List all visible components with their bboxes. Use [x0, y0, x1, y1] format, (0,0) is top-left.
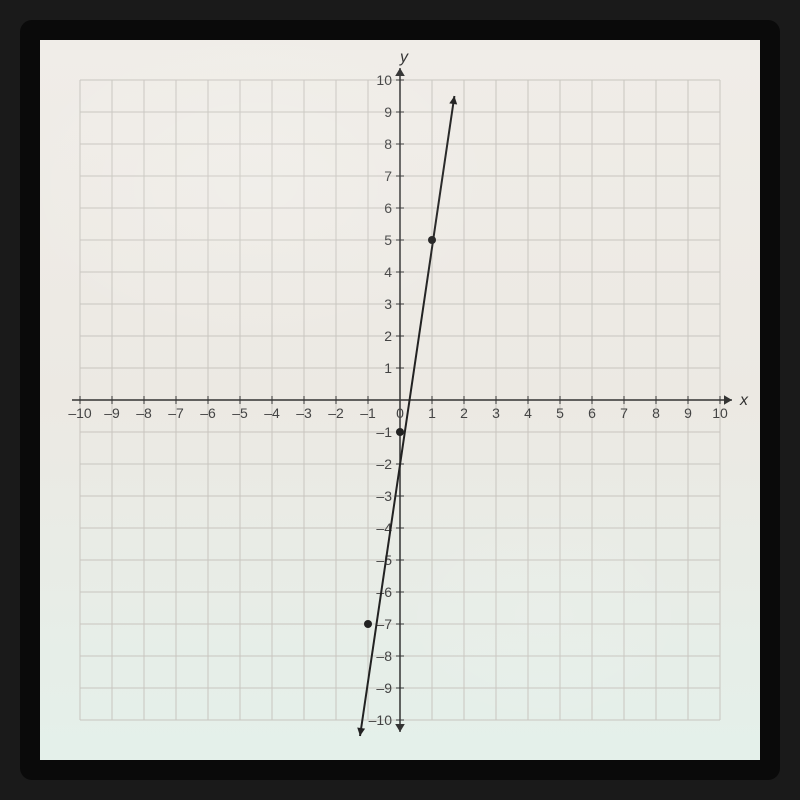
y-tick-label: 5 — [384, 232, 392, 248]
marked-point — [396, 428, 404, 436]
y-tick-label: 1 — [384, 360, 392, 376]
x-axis-arrow — [724, 395, 732, 405]
x-tick-label: 10 — [712, 405, 728, 421]
x-tick-label: –8 — [136, 405, 152, 421]
x-tick-label: 8 — [652, 405, 660, 421]
y-tick-label: 2 — [384, 328, 392, 344]
photo-frame: –10–9–8–7–6–5–4–3–2–1012345678910–10–9–8… — [20, 20, 780, 780]
y-tick-label: –9 — [376, 680, 392, 696]
x-tick-label: 3 — [492, 405, 500, 421]
x-tick-label: 9 — [684, 405, 692, 421]
x-tick-label: 4 — [524, 405, 532, 421]
x-tick-label: 0 — [396, 405, 404, 421]
y-tick-label: –6 — [376, 584, 392, 600]
y-tick-label: 10 — [376, 72, 392, 88]
x-tick-label: –3 — [296, 405, 312, 421]
x-tick-label: –1 — [360, 405, 376, 421]
y-tick-label: 9 — [384, 104, 392, 120]
x-axis-label: x — [739, 392, 749, 409]
y-tick-label: –7 — [376, 616, 392, 632]
x-tick-label: 6 — [588, 405, 596, 421]
y-tick-label: –8 — [376, 648, 392, 664]
x-tick-label: –4 — [264, 405, 280, 421]
y-axis-label: y — [399, 49, 409, 66]
x-tick-label: 2 — [460, 405, 468, 421]
x-tick-label: –5 — [232, 405, 248, 421]
y-tick-label: 4 — [384, 264, 392, 280]
y-tick-label: –1 — [376, 424, 392, 440]
x-tick-label: –7 — [168, 405, 184, 421]
x-tick-label: –2 — [328, 405, 344, 421]
y-axis-arrow-up — [395, 68, 405, 76]
x-tick-label: –9 — [104, 405, 120, 421]
x-tick-label: 1 — [428, 405, 436, 421]
coordinate-chart: –10–9–8–7–6–5–4–3–2–1012345678910–10–9–8… — [40, 40, 760, 760]
y-axis-arrow-down — [395, 724, 405, 732]
y-tick-label: –2 — [376, 456, 392, 472]
y-tick-label: 8 — [384, 136, 392, 152]
y-tick-label: 6 — [384, 200, 392, 216]
graph-container: –10–9–8–7–6–5–4–3–2–1012345678910–10–9–8… — [40, 40, 760, 760]
x-tick-label: 5 — [556, 405, 564, 421]
y-tick-label: 7 — [384, 168, 392, 184]
y-tick-label: 3 — [384, 296, 392, 312]
x-tick-label: 7 — [620, 405, 628, 421]
marked-point — [364, 620, 372, 628]
x-tick-label: –6 — [200, 405, 216, 421]
x-tick-label: –10 — [68, 405, 92, 421]
y-tick-label: –10 — [369, 712, 393, 728]
y-tick-label: –3 — [376, 488, 392, 504]
marked-point — [428, 236, 436, 244]
